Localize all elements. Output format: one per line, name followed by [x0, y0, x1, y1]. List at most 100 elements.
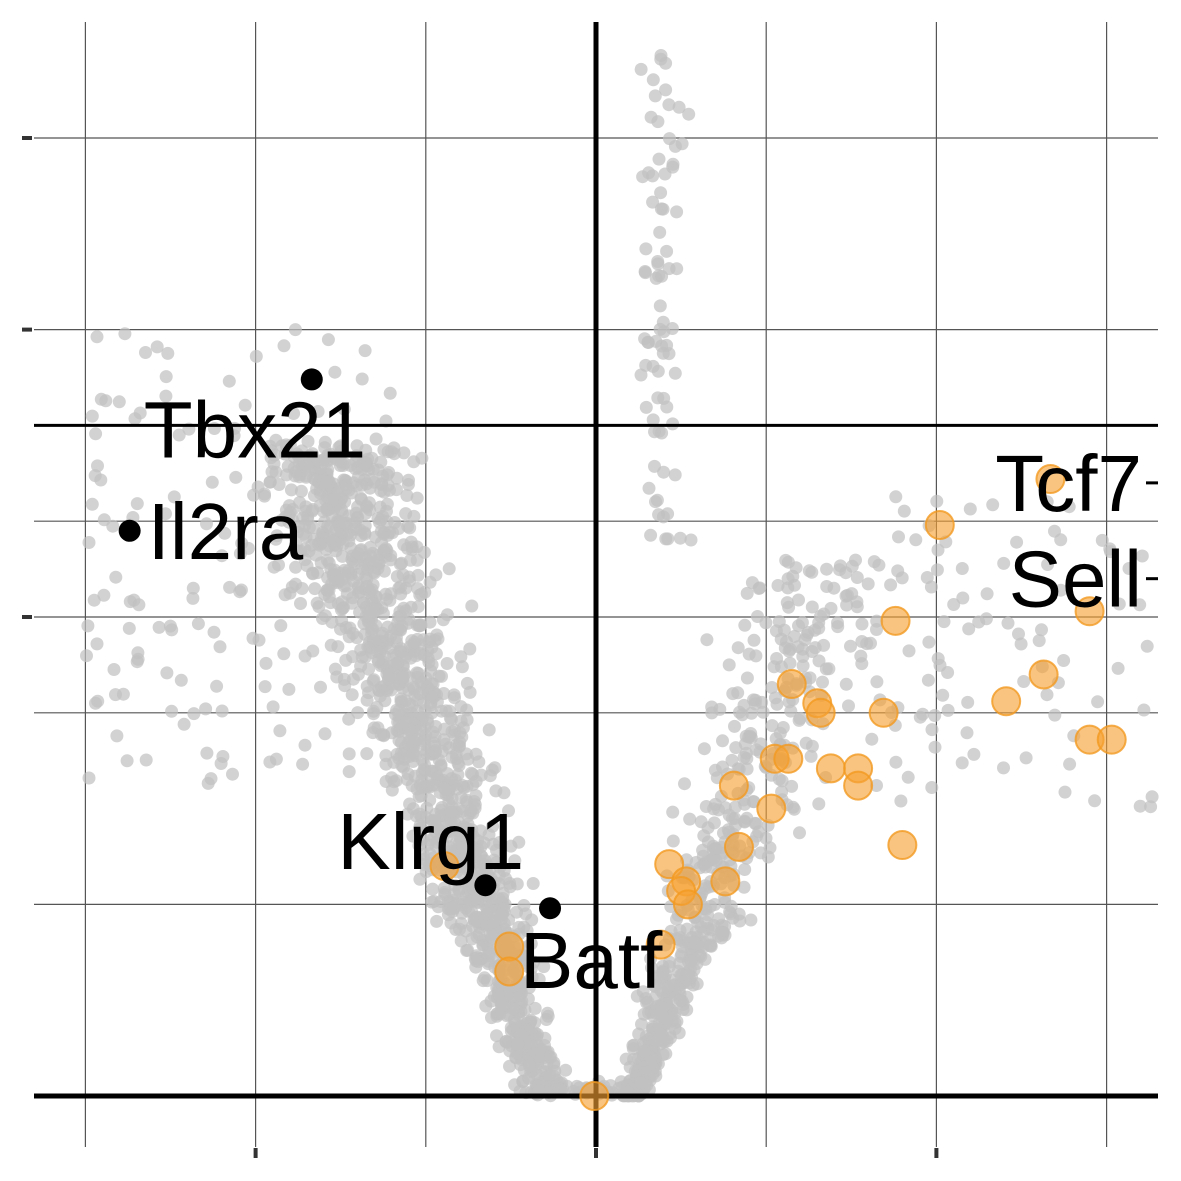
background-point [665, 322, 679, 335]
background-point [416, 847, 430, 861]
background-point [399, 604, 413, 618]
background-point [1140, 639, 1154, 653]
highlighted-point [776, 669, 807, 700]
background-point [150, 340, 164, 354]
gene-label-tbx21: Tbx21 [144, 385, 366, 474]
background-point [765, 719, 779, 733]
background-point [902, 644, 916, 658]
background-point [425, 764, 439, 778]
background-point [177, 717, 191, 731]
background-point [214, 757, 228, 770]
background-point [666, 157, 680, 171]
background-point [222, 374, 236, 388]
background-point [454, 934, 468, 948]
background-point [318, 435, 332, 449]
background-point [1088, 794, 1102, 808]
background-point [267, 560, 281, 574]
background-point [264, 451, 278, 465]
background-point [986, 498, 1000, 512]
highlighted-point [1035, 464, 1066, 495]
background-point [321, 333, 335, 347]
background-point [249, 349, 263, 363]
background-point [282, 682, 296, 696]
highlighted-point [1028, 659, 1059, 690]
background-point [448, 817, 462, 831]
background-point [661, 980, 675, 994]
background-point [444, 805, 458, 819]
background-point [666, 805, 680, 819]
background-point [492, 868, 506, 882]
background-point [724, 899, 738, 913]
background-point [658, 167, 672, 181]
background-point [1048, 708, 1062, 722]
background-point [495, 999, 509, 1012]
background-point [355, 372, 369, 386]
background-point [770, 697, 784, 711]
background-point [717, 826, 730, 840]
background-point [889, 755, 903, 769]
highlighted-point [718, 770, 749, 801]
background-point [342, 765, 356, 779]
background-point [1095, 533, 1109, 547]
highlighted-points [429, 464, 1127, 1111]
background-point [644, 528, 658, 542]
background-point [318, 515, 332, 529]
background-point [392, 704, 406, 718]
highlighted-point [815, 753, 846, 784]
background-point [722, 658, 736, 672]
background-point [1019, 751, 1033, 765]
background-point [672, 982, 686, 996]
background-point [215, 549, 229, 563]
highlighted-point [579, 1081, 610, 1111]
background-point [694, 815, 708, 829]
background-point [749, 743, 763, 757]
background-point [479, 999, 493, 1013]
background-point [191, 617, 205, 631]
highlighted-point [672, 889, 703, 920]
background-point [463, 642, 477, 656]
background-point [656, 346, 670, 360]
background-point [502, 804, 515, 818]
background-point [889, 490, 903, 504]
background-point [1010, 535, 1024, 549]
background-point [784, 704, 798, 718]
background-point [788, 629, 801, 643]
background-point [336, 537, 350, 551]
background-point [708, 898, 722, 911]
background-point [291, 449, 305, 463]
background-point [360, 747, 374, 761]
background-point [118, 327, 132, 341]
background-point [1063, 757, 1077, 771]
background-point [426, 725, 440, 739]
background-point [437, 881, 451, 895]
background-point [342, 712, 356, 726]
background-point [428, 814, 442, 828]
background-point [410, 491, 424, 505]
background-point [81, 619, 95, 633]
background-point [402, 723, 416, 737]
background-point [474, 768, 488, 782]
background-point [365, 646, 379, 659]
background-point [383, 641, 397, 655]
gene-label-klrg1: Klrg1 [337, 797, 524, 886]
background-point [337, 402, 351, 416]
background-point [955, 756, 969, 770]
background-point [657, 391, 671, 405]
background-point [1091, 695, 1105, 709]
background-point [460, 676, 474, 690]
background-point [697, 742, 711, 756]
background-point [533, 1042, 547, 1056]
background-point [258, 487, 271, 501]
background-point [640, 996, 654, 1010]
background-point [346, 672, 360, 686]
background-point [358, 344, 372, 358]
background-point [89, 427, 103, 441]
background-point [406, 747, 420, 761]
background-point [306, 521, 320, 534]
background-point [747, 633, 761, 647]
background-point [288, 323, 302, 337]
background-point [413, 618, 427, 632]
background-point [106, 519, 120, 533]
background-point [792, 593, 805, 607]
